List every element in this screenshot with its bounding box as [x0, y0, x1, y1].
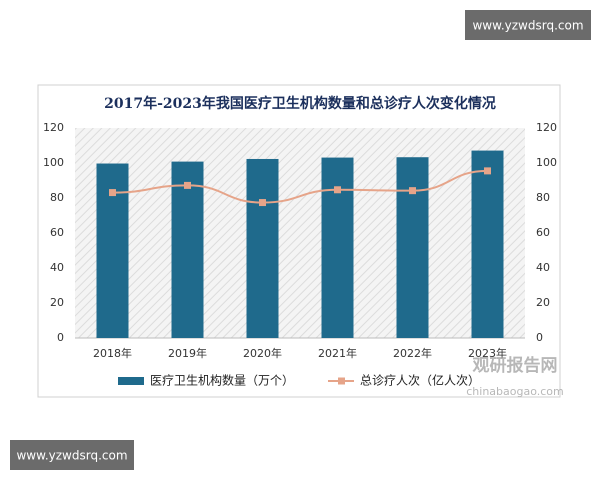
- y-tick-label: 40: [50, 261, 64, 274]
- y-tick-label: 80: [50, 191, 64, 204]
- watermark-brand-url: chinabaogao.com: [466, 385, 564, 398]
- y-tick-label: 20: [50, 296, 64, 309]
- x-tick-label: 2020年: [243, 346, 282, 360]
- x-tick-label: 2023年: [468, 346, 507, 360]
- y-tick-label: 60: [50, 226, 64, 239]
- y2-tick-label: 60: [536, 226, 550, 239]
- chart-title: 2017年-2023年我国医疗卫生机构数量和总诊疗人次变化情况: [104, 95, 496, 112]
- y2-tick-label: 40: [536, 261, 550, 274]
- bar: [171, 161, 204, 338]
- line: [112, 169, 488, 204]
- y2-tick-label: 20: [536, 296, 550, 309]
- x-tick-label: 2018年: [93, 346, 132, 360]
- legend-label: 总诊疗人次（亿人次）: [360, 373, 480, 388]
- plot: 0 20 40 60 80 100 120 0 20 40 60 80 100 120 2018年 2019年…: [43, 121, 557, 388]
- bar: [321, 157, 354, 338]
- bar: [471, 150, 504, 338]
- watermark-box: [10, 440, 134, 470]
- line-marker: [484, 167, 491, 175]
- x-tick-label: 2019年: [168, 346, 207, 360]
- watermark-text: www.yzwdsrq.com: [16, 449, 127, 463]
- legend-swatch: [118, 377, 144, 385]
- line-marker: [259, 199, 266, 207]
- bar: [246, 158, 279, 338]
- y2-tick-label: 100: [536, 156, 557, 169]
- x-tick-label: 2022年: [393, 346, 432, 360]
- watermark-brand: 观研报告网: [472, 355, 558, 376]
- line-marker: [409, 187, 416, 195]
- y-tick-label: 120: [43, 121, 64, 134]
- bar: [396, 157, 429, 338]
- watermark-text: www.yzwdsrq.com: [472, 19, 583, 33]
- y2-tick-label: 120: [536, 121, 557, 134]
- line-marker: [109, 189, 116, 197]
- legend-swatch: [338, 377, 345, 385]
- y-tick-label: 100: [43, 156, 64, 169]
- plot-background: [75, 128, 525, 338]
- y2-tick-label: 0: [536, 331, 543, 344]
- watermark-box: [465, 10, 591, 40]
- line-marker: [334, 186, 341, 194]
- line-marker: [184, 181, 191, 189]
- x-tick-label: 2021年: [318, 346, 357, 360]
- legend-label: 医疗卫生机构数量（万个）: [150, 373, 294, 388]
- y-tick-label: 0: [57, 331, 64, 344]
- y2-tick-label: 80: [536, 191, 550, 204]
